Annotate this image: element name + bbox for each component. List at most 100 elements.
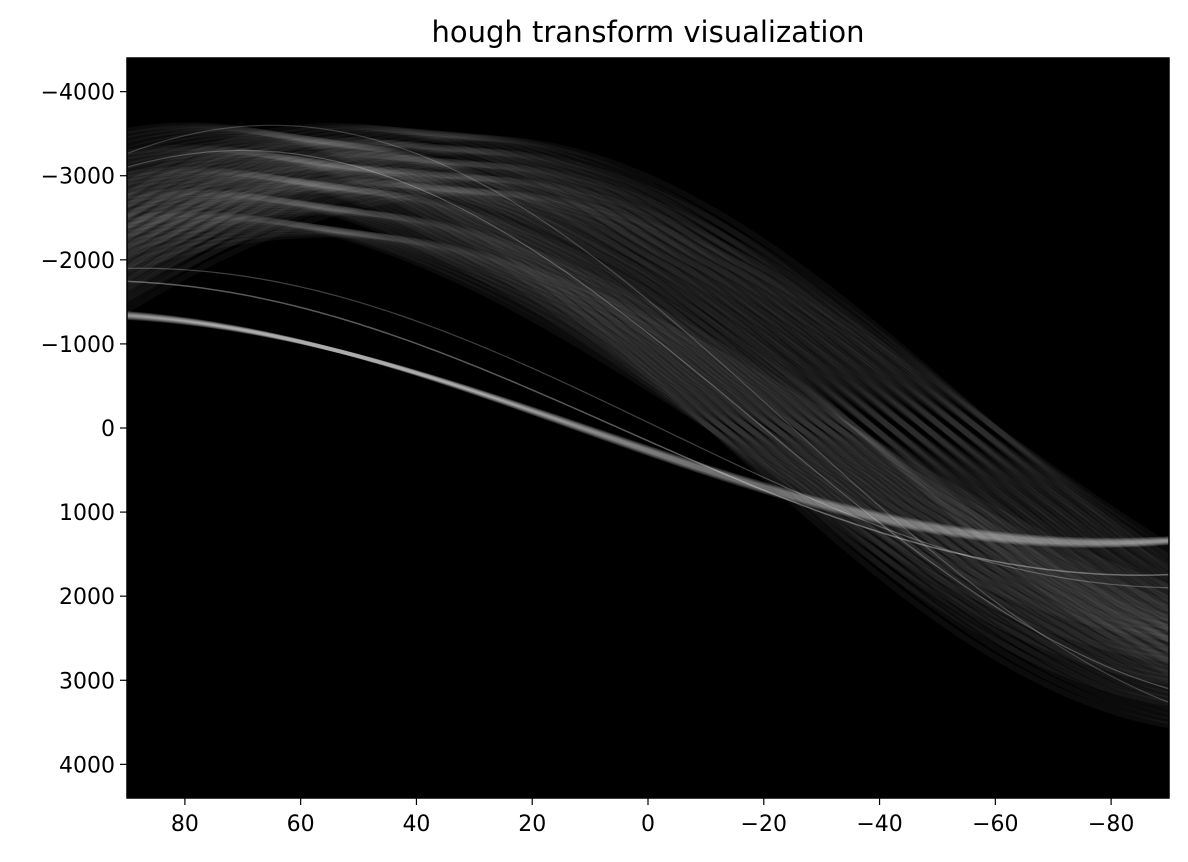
y-tick-label: 2000	[59, 585, 115, 610]
hough-curve	[127, 151, 1169, 688]
hough-curve	[127, 126, 1169, 653]
hough-curve	[127, 312, 1169, 547]
hough-curve	[127, 124, 1169, 665]
hough-curve	[127, 175, 1169, 556]
hough-curve	[127, 156, 1169, 611]
hough-curve	[127, 188, 1169, 663]
hough-curve	[127, 129, 1169, 709]
hough-curve	[127, 267, 1169, 589]
hough-curve	[127, 153, 1169, 683]
hough-curve	[127, 146, 1169, 703]
hough-curve	[127, 313, 1169, 545]
hough-curve	[127, 187, 1169, 626]
hough-curve	[127, 187, 1169, 560]
hough-curve	[127, 145, 1169, 595]
hough-curve	[127, 170, 1169, 677]
hough-curve	[127, 122, 1169, 729]
hough-curve	[127, 220, 1169, 621]
y-tick-label: 0	[101, 417, 115, 442]
hough-curve	[127, 231, 1169, 590]
hough-curve	[127, 135, 1169, 691]
hough-curve	[127, 280, 1169, 576]
hough-curve	[127, 148, 1169, 569]
y-tick-label: −2000	[41, 249, 115, 274]
hough-curve	[127, 144, 1169, 707]
y-tick-label: −1000	[41, 333, 115, 358]
hough-curve	[127, 315, 1169, 542]
x-tick-label: 80	[171, 812, 199, 837]
hough-curve	[127, 314, 1169, 544]
hough-curve	[127, 202, 1169, 631]
hough-curve	[127, 165, 1169, 644]
hough-curve	[127, 311, 1169, 548]
x-tick-label: −40	[856, 812, 902, 837]
hough-curve	[127, 142, 1169, 620]
x-tick-label: 60	[287, 812, 315, 837]
x-tick-label: 40	[402, 812, 430, 837]
hough-bands	[127, 122, 1169, 729]
hough-curve	[127, 209, 1169, 608]
hough-curve	[127, 218, 1169, 626]
hough-curve	[127, 196, 1169, 647]
hough-curve	[127, 168, 1169, 681]
hough-curve	[127, 182, 1169, 603]
hough-curve	[127, 162, 1169, 562]
x-tick-label: −80	[1088, 812, 1134, 837]
hough-curve	[127, 181, 1169, 645]
hough-curve	[127, 159, 1169, 665]
hough-curve	[127, 311, 1169, 548]
hough-curve	[127, 312, 1169, 546]
hough-curve	[127, 130, 1169, 616]
hough-curve	[127, 133, 1169, 590]
y-tick-label: 1000	[59, 501, 115, 526]
hough-curve	[127, 192, 1169, 656]
hough-curve	[127, 314, 1169, 544]
hough-curve	[127, 198, 1169, 642]
hough-curve	[127, 159, 1169, 587]
hough-curve	[127, 216, 1169, 630]
hough-curve	[127, 203, 1169, 626]
hough-curve	[127, 211, 1169, 641]
hough-curve	[127, 178, 1169, 622]
x-axis: 80 60 40 20 0 −20 −40 −60 −80	[171, 798, 1134, 837]
hough-curve	[127, 224, 1169, 612]
hough-curve	[127, 163, 1169, 643]
hough-curve	[127, 183, 1169, 639]
hough-curve	[127, 149, 1169, 690]
hough-curve	[127, 174, 1169, 568]
y-tick-label: −4000	[41, 81, 115, 106]
hough-curve	[127, 153, 1169, 633]
hough-curve	[127, 157, 1169, 671]
hough-curve	[127, 128, 1169, 715]
hough-curve	[127, 183, 1169, 593]
hough-curve	[127, 137, 1169, 684]
y-axis: −4000 −3000 −2000 −1000 0 1000 2000 3000 4000	[41, 81, 127, 778]
plot-area	[127, 58, 1169, 798]
hough-curve	[127, 157, 1169, 599]
hough-curve	[127, 140, 1169, 670]
hough-curve	[127, 151, 1169, 644]
hough-curve	[127, 138, 1169, 654]
hough-curve	[127, 131, 1169, 603]
hough-curve	[127, 150, 1169, 694]
hough-curve	[127, 131, 1169, 704]
hough-curve	[127, 133, 1169, 698]
hough-curve	[127, 189, 1169, 549]
hough-curve	[127, 124, 1169, 703]
x-tick-label: −20	[741, 812, 787, 837]
hough-curve	[127, 225, 1169, 606]
hough-curve	[127, 124, 1169, 724]
hough-curve	[127, 155, 1169, 677]
hough-curve	[127, 200, 1169, 637]
chart-title: hough transform visualization	[431, 15, 864, 49]
hough-curve	[127, 135, 1169, 576]
hough-curve	[127, 165, 1169, 633]
hough-curve	[127, 190, 1169, 660]
hough-curve	[127, 144, 1169, 608]
y-tick-label: −3000	[41, 165, 115, 190]
hough-curve	[127, 229, 1169, 595]
x-tick-label: 0	[641, 812, 655, 837]
hough-curve	[127, 172, 1169, 579]
hough-curve	[127, 139, 1169, 677]
